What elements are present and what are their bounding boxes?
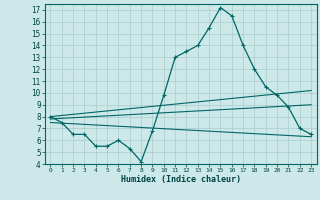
X-axis label: Humidex (Indice chaleur): Humidex (Indice chaleur) [121,175,241,184]
